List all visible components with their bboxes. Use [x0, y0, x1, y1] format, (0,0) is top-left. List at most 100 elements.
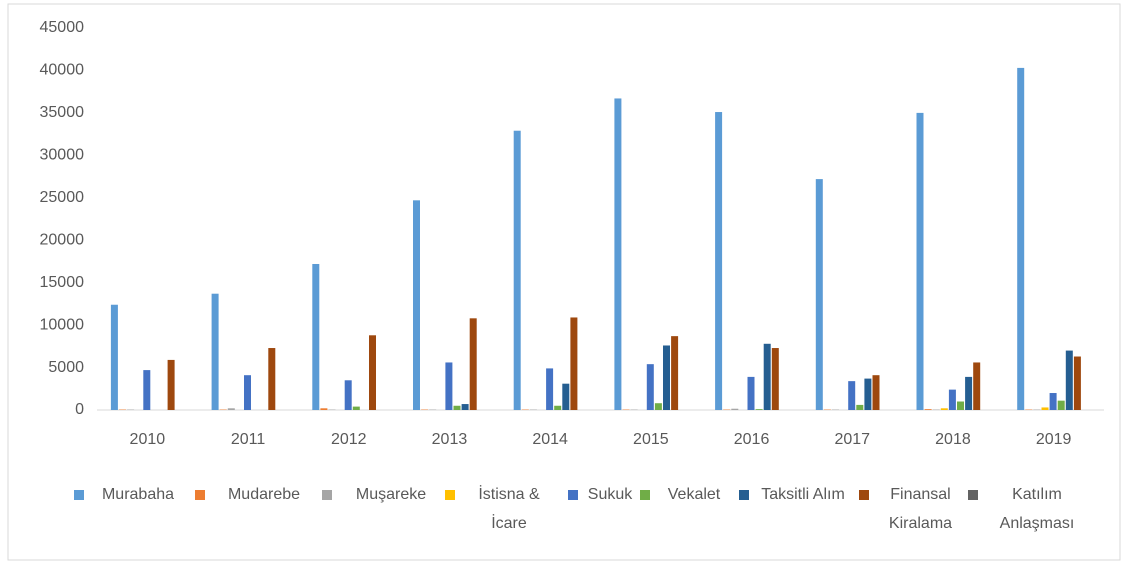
bar — [747, 376, 755, 410]
bar — [227, 408, 235, 410]
bar — [513, 130, 521, 410]
y-tick-label: 5000 — [48, 359, 84, 376]
y-tick-label: 45000 — [40, 19, 85, 36]
x-tick-label: 2011 — [231, 431, 266, 448]
legend-item: Mudarebe — [195, 480, 319, 509]
legend-label: Sukuk — [587, 486, 633, 503]
y-tick-label: 20000 — [40, 231, 85, 248]
legend-label: Finansal Kiralama — [888, 486, 953, 532]
legend-item: Muşareke — [322, 480, 446, 509]
bar — [445, 362, 453, 410]
y-tick-label: 40000 — [40, 62, 85, 79]
bar — [856, 404, 864, 410]
bar — [167, 359, 175, 410]
bar — [965, 376, 973, 410]
bar — [562, 383, 570, 410]
bar — [957, 401, 964, 410]
legend-swatch — [739, 490, 749, 500]
y-tick-label: 35000 — [40, 104, 85, 121]
bar — [948, 389, 956, 410]
bar — [755, 409, 763, 410]
legend-swatch — [195, 490, 205, 500]
legend-label: Taksitli Alım — [761, 486, 845, 503]
bar — [268, 348, 276, 410]
bar — [344, 380, 352, 410]
y-tick-label: 30000 — [40, 147, 85, 164]
legend-swatch — [968, 490, 978, 500]
legend-swatch — [322, 490, 332, 500]
legend-label: Katılım Anlaşması — [999, 486, 1075, 532]
legend-swatch — [859, 490, 869, 500]
bar — [916, 112, 924, 410]
bar — [546, 368, 554, 410]
x-tick-label: 2010 — [130, 431, 166, 448]
bar — [731, 408, 739, 410]
bar — [312, 263, 320, 410]
legend-item: Sukuk — [568, 480, 638, 509]
legend-item: İstisna & İcare — [445, 480, 559, 538]
x-tick-label: 2017 — [834, 431, 870, 448]
bar — [815, 179, 823, 410]
bar — [771, 348, 779, 410]
x-tick-label: 2012 — [331, 431, 367, 448]
x-tick-label: 2014 — [532, 431, 568, 448]
legend-item: Finansal Kiralama — [859, 480, 968, 538]
legend-label: Muşareke — [355, 486, 427, 503]
x-tick-label: 2015 — [633, 431, 669, 448]
legend-swatch — [640, 490, 650, 500]
y-tick-label: 10000 — [40, 316, 85, 333]
bar — [973, 362, 981, 410]
bar — [1057, 400, 1065, 410]
bar — [924, 409, 932, 410]
bar — [453, 405, 461, 410]
x-tick-label: 2019 — [1036, 431, 1072, 448]
bar — [1017, 67, 1025, 411]
bar — [1041, 407, 1049, 410]
bar — [864, 378, 872, 410]
legend: Murabaha Mudarebe Muşareke İstisna & İcare S… — [0, 480, 1129, 560]
legend-swatch — [445, 490, 455, 500]
x-tick-label: 2013 — [432, 431, 468, 448]
bar — [646, 364, 654, 410]
y-tick-label: 15000 — [40, 274, 85, 291]
bar — [320, 408, 328, 410]
y-tick-label: 25000 — [40, 189, 85, 206]
bar — [143, 370, 151, 410]
bar — [663, 345, 670, 410]
bar — [763, 343, 771, 410]
bar — [369, 335, 376, 410]
bar — [614, 98, 622, 411]
x-tick-label: 2016 — [734, 431, 770, 448]
legend-label: Murabaha — [101, 486, 175, 503]
legend-item: Murabaha — [74, 480, 188, 509]
bar — [1073, 356, 1081, 410]
bar — [244, 375, 251, 410]
legend-swatch — [568, 490, 578, 500]
bar — [554, 405, 562, 410]
legend-item: Vekalet — [640, 480, 734, 509]
bar — [848, 381, 856, 410]
bar — [469, 318, 477, 410]
legend-swatch — [74, 490, 84, 500]
bar — [211, 293, 219, 410]
legend-label: İstisna & İcare — [478, 486, 540, 532]
bar — [671, 336, 679, 410]
bar — [1049, 393, 1057, 410]
bar — [570, 317, 578, 410]
bar — [461, 404, 469, 410]
bar — [940, 408, 948, 410]
bar — [352, 406, 360, 410]
bar — [654, 403, 662, 410]
y-tick-label: 0 — [75, 401, 84, 418]
x-tick-label: 2018 — [935, 431, 971, 448]
bar — [715, 112, 723, 410]
legend-label: Vekalet — [667, 486, 721, 503]
legend-item: Taksitli Alım — [739, 480, 853, 509]
legend-label: Mudarebe — [227, 486, 301, 503]
legend-item: Katılım Anlaşması — [968, 480, 1092, 538]
bar — [110, 304, 118, 410]
chart-border — [7, 3, 1121, 561]
bar — [413, 200, 420, 410]
